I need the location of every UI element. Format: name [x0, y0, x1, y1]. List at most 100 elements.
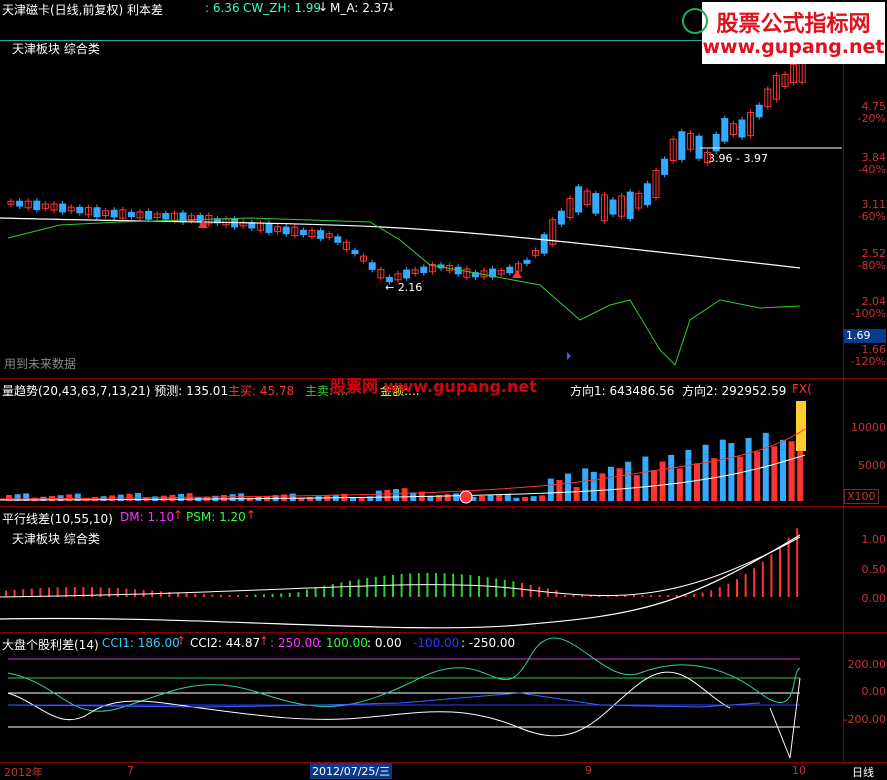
volume-bar: [401, 488, 408, 501]
price-panel[interactable]: 天津磁卡(日线,前复权) 利本差 : 6.36 CW_ZH: 1.99 ↓ M_…: [0, 0, 843, 378]
candle-body: [119, 209, 127, 219]
pxc-panel[interactable]: 平行线差(10,55,10) DM: 1.10 ↑ PSM: 1.20 ↑ 天津…: [0, 506, 843, 633]
pxc-axis: 1.00 0.50 0.00: [843, 506, 887, 633]
pxc-title: 平行线差(10,55,10): [2, 512, 113, 526]
volume-bar: [642, 466, 649, 501]
volume-bar: [315, 496, 322, 501]
candle-body: [179, 212, 187, 223]
candle-body: [704, 151, 712, 164]
volume-bar-cap: [590, 471, 597, 482]
volume-bar-cap: [702, 444, 709, 455]
volume-bar: [702, 454, 709, 501]
candle-body: [781, 73, 789, 87]
marker-circle-icon: [459, 490, 473, 504]
volume-bar-cap: [762, 432, 769, 443]
volume-trend-white: [0, 454, 806, 501]
cci-panel[interactable]: 大盘个股利差(14) CCI1: 186.00 ↑ CCI2: 44.87 ↑ …: [0, 632, 843, 763]
volume-bar: [6, 495, 12, 501]
candle-body: [540, 234, 548, 254]
volume-bar: [298, 497, 305, 501]
candle-body: [514, 263, 522, 272]
volume-bar-cap: [547, 478, 554, 489]
volume-panel[interactable]: 量趋势(20,43,63,7,13,21) 预测: 135.01 主买: 45.…: [0, 377, 843, 507]
volume-bar: [582, 478, 589, 501]
axis-tick: 2.04: [861, 295, 887, 308]
volume-bar: [547, 488, 554, 501]
volume-bar: [74, 493, 81, 501]
volume-bar: [444, 494, 451, 501]
watermark-title: 股票公式指标网: [716, 12, 871, 37]
cci-level-5: : -250.00: [461, 636, 516, 650]
period-label[interactable]: 日线: [852, 766, 874, 779]
direction-2: 方向2: 292952.59: [682, 384, 787, 398]
volume-bar: [307, 497, 313, 501]
candle-body: [420, 266, 428, 274]
volume-bar: [160, 495, 167, 501]
volume-bar: [246, 497, 253, 501]
volume-bar: [289, 493, 296, 501]
volume-bar: [780, 449, 786, 501]
marker-flag-icon: [567, 352, 571, 360]
volume-bar: [375, 490, 382, 501]
pxc-sector: 天津板块 综合类: [12, 532, 100, 546]
volume-bar: [66, 494, 73, 501]
volume-bar: [659, 461, 666, 501]
psm-value: PSM: 1.20: [186, 510, 246, 524]
candle-body: [523, 259, 531, 264]
candle-body: [575, 186, 583, 213]
candle-body: [626, 191, 634, 219]
candle-body: [566, 198, 574, 218]
volume-bar: [23, 493, 30, 501]
cci2-line: [7, 671, 801, 759]
volume-bar: [126, 493, 133, 501]
candle-body: [661, 158, 669, 175]
axis-tick: -80%: [857, 259, 886, 272]
candle-body: [592, 193, 600, 214]
volume-bar-cap: [719, 439, 726, 450]
candle-body: [76, 206, 84, 214]
volume-bar-cap: [728, 443, 735, 454]
axis-tick: -200.00: [843, 713, 886, 726]
candle-body: [618, 195, 626, 217]
volume-bar: [590, 481, 597, 501]
candle-body: [463, 268, 471, 278]
volume-bar-cap: [565, 473, 571, 484]
candle-body: [351, 250, 359, 255]
volume-sell: 主卖: ...: [305, 384, 349, 398]
volume-trend-red: [0, 428, 806, 500]
volume-bar-cap: [608, 466, 614, 477]
axis-tick: 4.75: [861, 100, 887, 113]
axis-tick: 0.00: [861, 592, 887, 605]
candle-body: [67, 206, 75, 212]
candle-body: [110, 209, 118, 218]
time-axis[interactable]: 2012年 7 2012/07/25/三 9 10 日线: [0, 762, 887, 779]
candle-body: [24, 200, 32, 209]
candle-body: [712, 133, 720, 152]
volume-bar: [616, 468, 623, 501]
volume-buy: 主买: 45.78: [228, 384, 295, 398]
axis-tick: 2.52: [861, 247, 887, 260]
candle-body: [738, 119, 746, 138]
candle-body: [532, 249, 540, 256]
volume-bar: [367, 496, 374, 501]
time-cursor-label: 2012/07/25/三: [310, 763, 393, 779]
candle-body: [747, 111, 755, 137]
candle-body: [265, 222, 273, 233]
candle-body: [308, 229, 316, 237]
volume-bar: [797, 444, 804, 501]
candle-body: [609, 199, 617, 215]
indicator-value: : 6.36: [205, 1, 240, 15]
volume-bar: [728, 453, 735, 501]
volume-bar: [229, 494, 236, 501]
volume-bar: [453, 493, 460, 501]
direction-1: 方向1: 643486.56: [570, 384, 675, 398]
candle-body: [549, 219, 557, 245]
volume-bar: [92, 497, 98, 501]
candle-body: [557, 210, 565, 225]
candle-body: [196, 214, 204, 223]
watermark-url: www.gupang.net: [702, 36, 885, 58]
price-title: 天津磁卡(日线,前复权) 利本差: [2, 3, 163, 17]
candle-body: [729, 123, 737, 136]
axis-tick: -40%: [857, 163, 886, 176]
volume-bar: [737, 456, 743, 501]
